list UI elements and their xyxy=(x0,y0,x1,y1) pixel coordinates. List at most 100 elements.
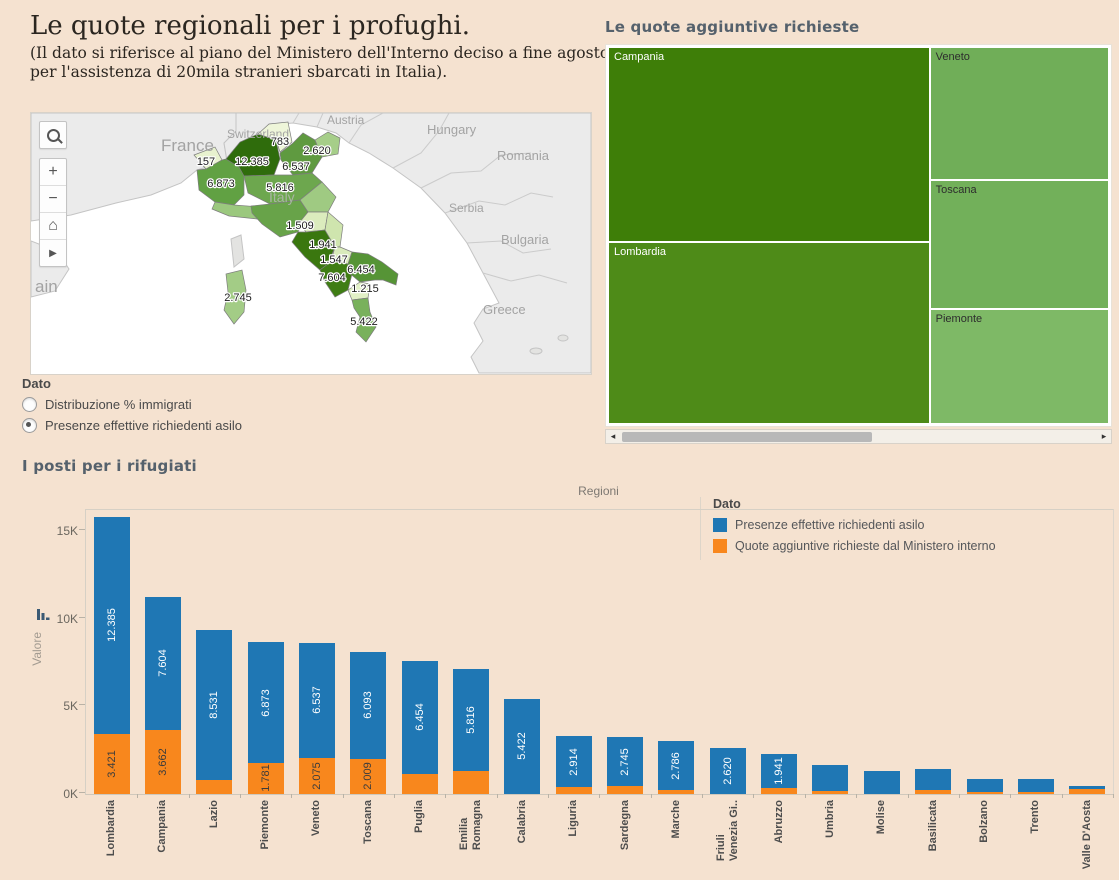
bar-stack-molise[interactable] xyxy=(863,771,900,794)
treemap-node-toscana[interactable]: Toscana xyxy=(930,181,1108,309)
scrollbar-thumb[interactable] xyxy=(622,431,872,442)
bar-segment-presenze[interactable]: 7.604 xyxy=(145,596,182,730)
italy-regions xyxy=(193,121,399,343)
italy-map-svg[interactable]: France Switzerland Austria Hungary Romania Se… xyxy=(31,113,591,374)
bar-stack-liguria[interactable]: 2.914 xyxy=(555,736,592,794)
treemap-node-veneto[interactable]: Veneto xyxy=(930,48,1108,180)
bar-segment-presenze[interactable]: 6.093 xyxy=(350,651,387,759)
bar-stack-bolzano[interactable] xyxy=(966,779,1003,794)
radio-option[interactable]: Presenze effettive richiedenti asilo xyxy=(22,418,242,433)
bar-stack-lombardia[interactable]: 12.385 3.421 xyxy=(93,516,130,794)
bar-value-label: 6.873 xyxy=(259,688,272,717)
home-button[interactable]: ⌂ xyxy=(40,213,66,240)
bar-segment-presenze[interactable] xyxy=(915,769,952,791)
bar-segment-quote[interactable] xyxy=(607,785,644,794)
treemap-scrollbar[interactable]: ◂ ▸ xyxy=(605,429,1112,444)
map-region-basilicata[interactable] xyxy=(347,281,371,301)
bar-segment-presenze[interactable]: 12.385 xyxy=(93,516,130,735)
bar-segment-quote[interactable] xyxy=(555,787,592,794)
pan-button[interactable]: ▶ xyxy=(40,240,66,266)
bar-segment-presenze[interactable] xyxy=(1069,786,1106,789)
map-region-sardegna[interactable] xyxy=(223,269,247,325)
bar-segment-quote[interactable] xyxy=(453,771,490,794)
bar-segment-quote[interactable] xyxy=(915,790,952,794)
bar-segment-presenze[interactable] xyxy=(812,764,849,792)
legend-item-presenze[interactable]: Presenze effettive richiedenti asilo xyxy=(713,518,1118,532)
bar-segment-presenze[interactable] xyxy=(1017,779,1054,793)
dato-options: Distribuzione % immigrati Presenze effett… xyxy=(22,397,242,433)
bar-segment-quote[interactable] xyxy=(1017,792,1054,794)
bar-segment-quote[interactable]: 2.009 xyxy=(350,758,387,794)
bar-segment-quote[interactable] xyxy=(1069,788,1106,794)
radio-icon[interactable] xyxy=(22,418,37,433)
bar-stack-trento[interactable] xyxy=(1017,779,1054,794)
sort-icon[interactable] xyxy=(36,607,51,622)
map-region-value-label: 5.422 xyxy=(350,316,378,328)
bar-value-label: 12.385 xyxy=(105,608,118,643)
bar-segment-presenze[interactable]: 5.816 xyxy=(453,669,490,772)
map-region-lombardia[interactable] xyxy=(225,133,281,177)
bar-slot: 5.816 Emilia Romagna xyxy=(445,510,499,850)
treemap-node-label: Veneto xyxy=(935,51,970,63)
bar-stack-emilia-romagna[interactable]: 5.816 xyxy=(453,669,490,794)
bar-segment-presenze[interactable]: 6.873 xyxy=(247,642,284,763)
bar-segment-presenze[interactable]: 6.537 xyxy=(299,643,336,758)
bar-segment-presenze[interactable]: 1.941 xyxy=(761,754,798,789)
x-axis-category-label: Calabria xyxy=(515,800,528,844)
treemap-node-piemonte[interactable]: Piemonte xyxy=(930,310,1108,423)
bar-stack-veneto[interactable]: 6.537 2.075 xyxy=(299,643,336,794)
bar-segment-quote[interactable] xyxy=(196,779,233,794)
bar-segment-quote[interactable] xyxy=(761,788,798,794)
bar-segment-quote[interactable] xyxy=(966,792,1003,794)
bar-stack-toscana[interactable]: 6.093 2.009 xyxy=(350,651,387,794)
radio-icon[interactable] xyxy=(22,397,37,412)
bar-value-label: 6.537 xyxy=(311,686,324,715)
map-panel[interactable]: France Switzerland Austria Hungary Romania Se… xyxy=(30,112,592,375)
bar-stack-sardegna[interactable]: 2.745 xyxy=(607,737,644,794)
map-region-calabria[interactable] xyxy=(351,297,377,343)
zoom-in-button[interactable]: + xyxy=(40,159,66,186)
treemap-node-lombardia[interactable]: Lombardia xyxy=(609,242,929,423)
bar-stack-calabria[interactable]: 5.422 xyxy=(504,698,541,794)
bar-segment-presenze[interactable] xyxy=(966,779,1003,793)
map-region-puglia[interactable] xyxy=(347,251,399,286)
map-island xyxy=(529,347,543,355)
bar-segment-presenze[interactable]: 2.786 xyxy=(658,741,695,790)
bar-stack-valle-d'aosta[interactable] xyxy=(1069,786,1106,794)
bar-segment-presenze[interactable]: 6.454 xyxy=(401,660,438,774)
bar-segment-quote[interactable] xyxy=(401,773,438,794)
bar-segment-presenze[interactable]: 8.531 xyxy=(196,630,233,780)
bar-segment-presenze[interactable]: 2.745 xyxy=(607,737,644,786)
bar-stack-puglia[interactable]: 6.454 xyxy=(401,660,438,794)
bar-segment-quote[interactable] xyxy=(658,789,695,794)
bar-segment-quote[interactable]: 3.662 xyxy=(145,729,182,794)
map-region-trentino[interactable] xyxy=(257,121,293,153)
search-button[interactable] xyxy=(39,121,67,149)
bar-stack-lazio[interactable]: 8.531 xyxy=(196,630,233,794)
bar-stack-basilicata[interactable] xyxy=(915,769,952,794)
bar-segment-quote[interactable]: 1.781 xyxy=(247,762,284,794)
dato-filter: Dato Distribuzione % immigrati Presenze e… xyxy=(22,376,242,439)
bar-stack-campania[interactable]: 7.604 3.662 xyxy=(145,596,182,794)
legend-item-quote[interactable]: Quote aggiuntive richieste dal Ministero… xyxy=(713,539,1118,553)
bar-segment-quote[interactable]: 3.421 xyxy=(93,734,130,794)
zoom-out-button[interactable]: − xyxy=(40,186,66,213)
bar-stack-piemonte[interactable]: 6.873 1.781 xyxy=(247,642,284,794)
bar-stack-abruzzo[interactable]: 1.941 xyxy=(761,754,798,794)
bar-segment-presenze[interactable]: 2.914 xyxy=(555,736,592,788)
bar-stack-umbria[interactable] xyxy=(812,764,849,794)
bar-stack-marche[interactable]: 2.786 xyxy=(658,741,695,794)
bar-segment-presenze[interactable]: 2.620 xyxy=(709,748,746,794)
radio-option[interactable]: Distribuzione % immigrati xyxy=(22,397,242,412)
scroll-left-icon[interactable]: ◂ xyxy=(610,431,616,441)
scrollbar-track[interactable] xyxy=(620,430,1097,443)
bar-stack-friuli-venezia-gi..[interactable]: 2.620 xyxy=(709,748,746,794)
map-region-friuli[interactable] xyxy=(314,131,341,158)
bar-segment-presenze[interactable] xyxy=(863,771,900,794)
treemap-node-campania[interactable]: Campania xyxy=(609,48,929,241)
bar-segment-quote[interactable]: 2.075 xyxy=(299,757,336,794)
treemap-panel: Campania Lombardia Veneto Toscana Piemonte xyxy=(605,44,1112,427)
scroll-right-icon[interactable]: ▸ xyxy=(1101,431,1107,441)
bar-segment-presenze[interactable]: 5.422 xyxy=(504,698,541,794)
bar-segment-quote[interactable] xyxy=(812,791,849,794)
